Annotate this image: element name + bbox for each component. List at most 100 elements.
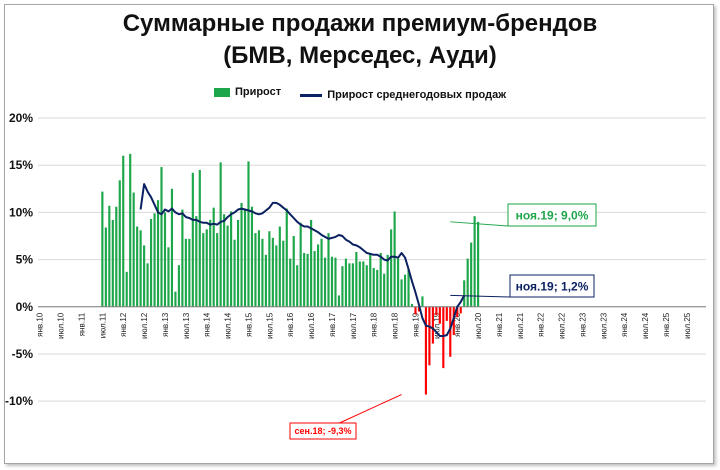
chart-title: Суммарные продажи премиум-брендов (БМВ, … — [0, 8, 720, 72]
bar — [149, 218, 153, 307]
bar — [431, 306, 434, 344]
y-tick-label: 0% — [16, 300, 34, 314]
x-tick-label: янв.13 — [161, 312, 170, 337]
bar — [209, 219, 212, 307]
bar — [348, 263, 351, 307]
bar — [330, 256, 334, 307]
x-tick-label: янв.11 — [77, 312, 86, 336]
bar — [153, 213, 156, 307]
bar — [407, 269, 410, 307]
bar — [341, 266, 344, 307]
bar — [372, 268, 375, 307]
bar — [285, 208, 288, 307]
y-tick-label: -5% — [12, 347, 34, 361]
bar — [310, 219, 313, 307]
bar — [442, 306, 445, 369]
bar — [435, 306, 438, 316]
bar — [410, 303, 414, 307]
x-tick-label: июл.13 — [182, 312, 191, 339]
bar — [195, 216, 198, 307]
bar — [174, 291, 177, 307]
bar — [271, 237, 274, 307]
bar — [296, 265, 299, 307]
bar — [355, 252, 358, 307]
annotation-box — [507, 203, 597, 227]
bar — [163, 212, 167, 307]
bar — [275, 245, 278, 307]
x-tick-label: июл.17 — [349, 312, 358, 339]
bar — [233, 239, 236, 307]
bar — [136, 226, 139, 307]
x-tick-label: янв.20 — [453, 312, 462, 337]
x-tick-label: янв.25 — [662, 312, 671, 337]
bar — [470, 242, 473, 307]
bar — [358, 261, 361, 307]
bar — [146, 263, 149, 307]
bar — [316, 244, 320, 307]
bar — [421, 296, 424, 307]
annotation-label: сен.18; -9,3% — [295, 426, 352, 436]
x-tick-label: янв.21 — [495, 312, 504, 337]
bar — [156, 200, 160, 307]
bar — [104, 227, 107, 307]
bar — [289, 258, 292, 307]
legend-label-bars: Прирост — [234, 86, 282, 98]
bar — [243, 209, 247, 307]
x-tick-label: янв.16 — [286, 312, 295, 337]
bar — [132, 192, 135, 307]
x-tick-label: июл.21 — [516, 312, 525, 339]
bar — [428, 306, 431, 366]
x-tick-label: янв.15 — [244, 312, 253, 337]
bar — [282, 240, 285, 307]
bar — [299, 222, 302, 307]
bar — [379, 252, 382, 307]
bar — [445, 306, 448, 321]
bar — [170, 188, 174, 307]
bar — [369, 253, 372, 307]
bar — [129, 153, 132, 307]
bar — [320, 238, 323, 307]
chart-legend: Прирост Прирост среднегодовых продаж — [0, 86, 720, 101]
bar — [139, 230, 142, 307]
bar — [125, 271, 128, 307]
legend-swatch-bars — [213, 87, 230, 97]
bar — [303, 252, 306, 307]
bar — [466, 258, 469, 307]
x-tick-label: июл.10 — [57, 312, 66, 339]
bar — [264, 254, 267, 307]
x-tick-label: июл.25 — [683, 312, 692, 339]
bar — [261, 238, 264, 307]
bar — [118, 180, 121, 307]
bar — [230, 211, 233, 307]
y-tick-label: 20% — [9, 111, 33, 125]
bar — [414, 306, 417, 315]
y-tick-label: 5% — [16, 253, 34, 267]
bar — [334, 257, 337, 307]
bar — [111, 219, 114, 307]
bar — [226, 225, 229, 307]
bar — [400, 279, 403, 307]
bar — [143, 245, 146, 307]
bar — [223, 214, 226, 307]
bar — [202, 233, 205, 307]
x-tick-label: июл.12 — [140, 312, 149, 339]
x-tick-label: янв.22 — [537, 312, 546, 337]
chart-title-line-2: (БМВ, Мерседес, Ауди) — [223, 42, 497, 69]
legend-label-line: Прирост среднегодовых продаж — [327, 89, 507, 101]
bar — [386, 254, 389, 307]
y-tick-label: -10% — [5, 394, 33, 408]
annotation-label: ноя.19; 9,0% — [516, 208, 589, 222]
x-tick-label: июл.14 — [224, 312, 233, 339]
x-tick-label: июл.20 — [474, 312, 483, 339]
bar — [198, 169, 201, 307]
bar — [463, 280, 466, 307]
bar — [250, 206, 254, 307]
bar — [254, 233, 257, 307]
bar — [477, 221, 480, 307]
legend-item-bars: Прирост — [213, 86, 282, 98]
line-series — [139, 183, 466, 337]
bar — [365, 265, 368, 307]
bar — [383, 273, 386, 307]
bar — [397, 258, 400, 307]
